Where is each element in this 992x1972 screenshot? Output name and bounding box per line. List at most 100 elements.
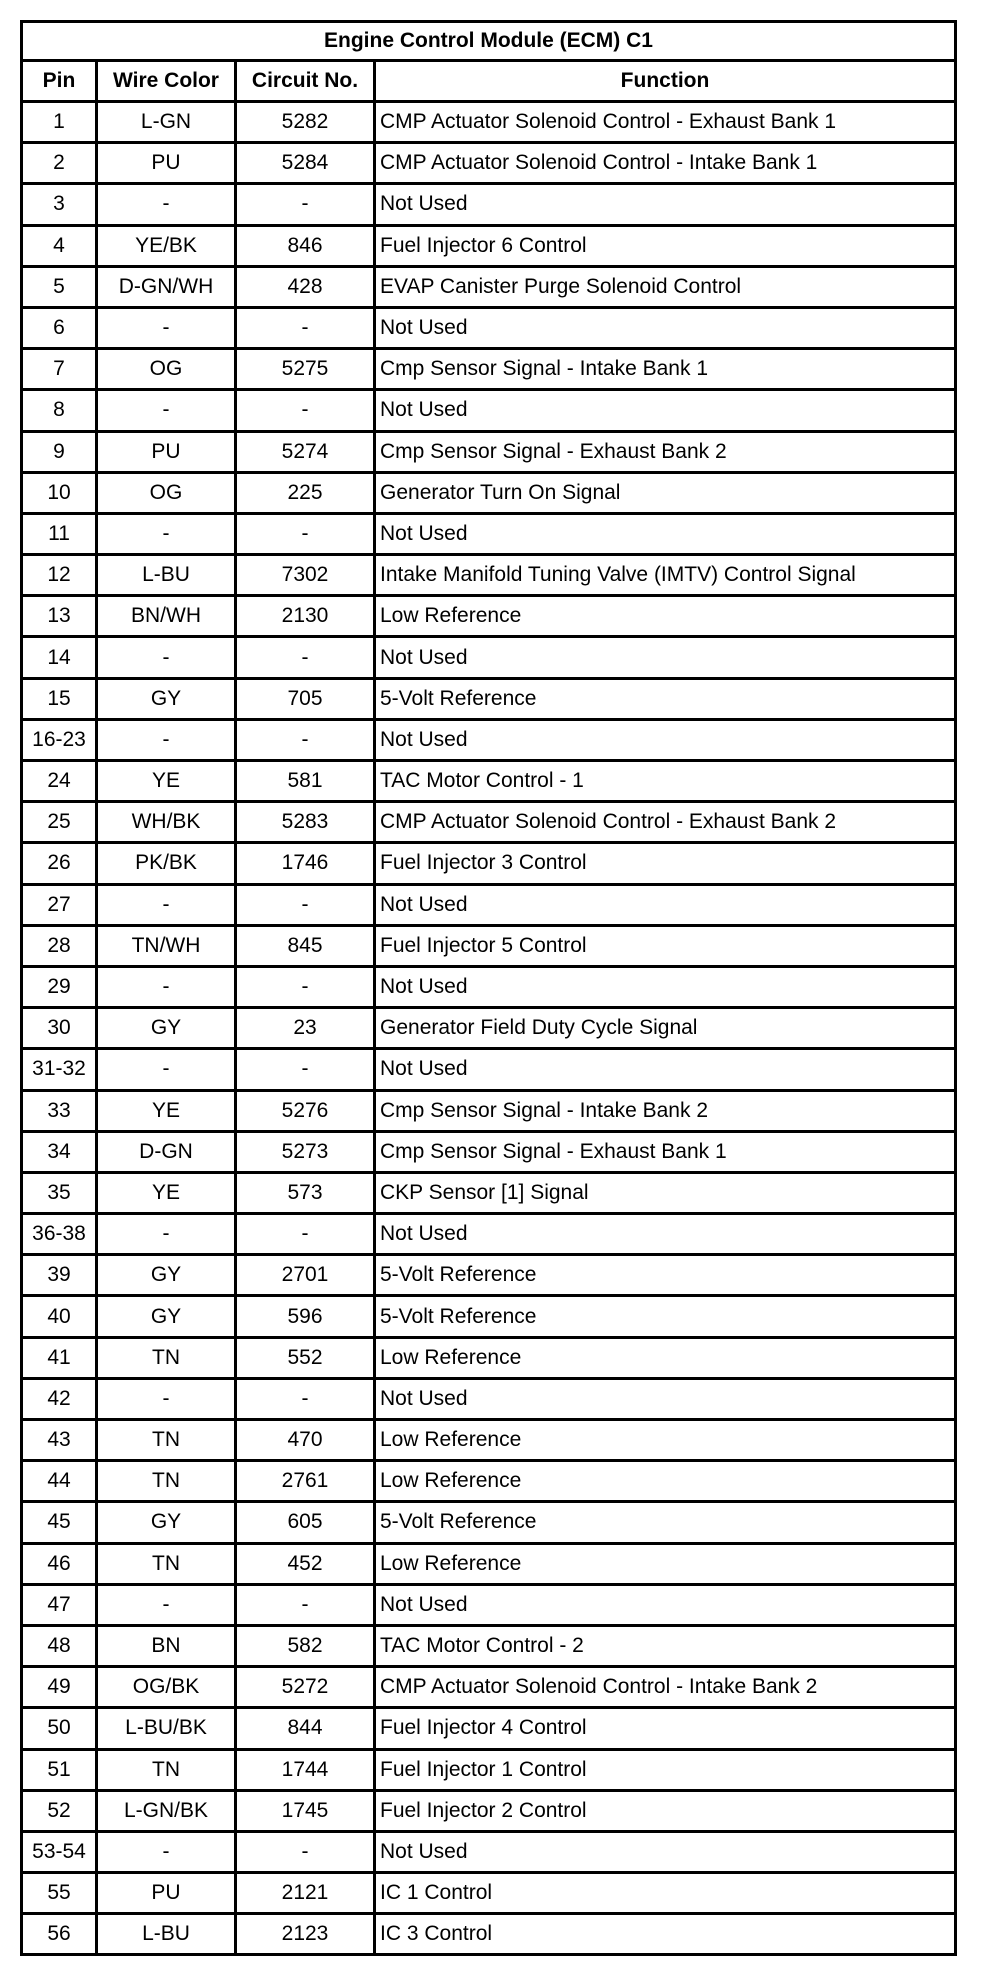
table-row: 56 L-BU 2123 IC 3 Control (20, 1912, 957, 1957)
pin-cell: 44 (20, 1459, 98, 1504)
table-row: 1 L-GN 5282 CMP Actuator Solenoid Control -… (20, 99, 957, 145)
function-cell: Intake Manifold Tuning Valve (IMTV) Cont… (373, 553, 957, 598)
table-row: 49 OG/BK 5272 CMP Actuator Solenoid Control… (20, 1665, 957, 1710)
table-row: 46 TN 452 Low Reference (20, 1541, 957, 1586)
wire-color-cell: GY (95, 1006, 237, 1051)
pin-cell: 2 (20, 141, 98, 186)
function-cell: Fuel Injector 4 Control (373, 1706, 957, 1751)
pin-cell: 6 (20, 305, 98, 351)
circuit-cell: 5282 (234, 99, 376, 145)
wire-color-cell: L-GN/BK (95, 1788, 237, 1833)
circuit-cell: 552 (234, 1335, 376, 1380)
function-cell: Not Used (373, 1212, 957, 1257)
pin-cell: 16-23 (20, 717, 98, 763)
pin-cell: 28 (20, 923, 98, 968)
wire-color-cell: L-BU (95, 1912, 237, 1957)
function-cell: 5-Volt Reference (373, 1253, 957, 1298)
wire-color-cell: PU (95, 1871, 237, 1916)
circuit-cell: 582 (234, 1623, 376, 1669)
pin-cell: 39 (20, 1253, 98, 1298)
pin-cell: 45 (20, 1500, 98, 1545)
function-cell: Low Reference (373, 1459, 957, 1504)
pin-cell: 7 (20, 347, 98, 392)
wire-color-cell: BN (95, 1623, 237, 1669)
circuit-cell: 596 (234, 1294, 376, 1339)
circuit-cell: 581 (234, 758, 376, 804)
table-row: 16-23- - Not Used (20, 717, 957, 763)
wire-color-cell: YE (95, 758, 237, 804)
wire-color-cell: L-GN (95, 99, 237, 145)
pin-cell: 30 (20, 1006, 98, 1051)
pin-cell: 42 (20, 1376, 98, 1422)
function-cell: Not Used (373, 1582, 957, 1627)
table-row: 8- - Not Used (20, 388, 957, 433)
wire-color-cell: D-GN (95, 1129, 237, 1174)
function-cell: Not Used (373, 388, 957, 433)
table-row: 13 BN/WH 2130 Low Reference (20, 594, 957, 639)
wire-color-cell: TN (95, 1417, 237, 1463)
circuit-cell: 2130 (234, 594, 376, 639)
wire-color-cell: - (95, 1047, 237, 1092)
table-row: 51 TN 1744 Fuel Injector 1 Control (20, 1747, 957, 1792)
header-pin: Pin (20, 59, 98, 103)
table-row: 10 OG 225 Generator Turn On Signal (20, 470, 957, 515)
function-cell: Not Used (373, 717, 957, 763)
circuit-cell: 5273 (234, 1129, 376, 1174)
circuit-cell: 5283 (234, 800, 376, 845)
circuit-cell: 470 (234, 1417, 376, 1463)
table-row: 40 GY 596 5-Volt Reference (20, 1294, 957, 1339)
circuit-cell: - (234, 388, 376, 433)
wire-color-cell: GY (95, 676, 237, 721)
circuit-cell: - (234, 1212, 376, 1257)
pin-cell: 13 (20, 594, 98, 639)
ecm-c1-pinout-table: Engine Control Module (ECM) C1 Pin Wire … (20, 20, 957, 1957)
function-cell: Low Reference (373, 1417, 957, 1463)
function-cell: Not Used (373, 964, 957, 1010)
circuit-cell: - (234, 1582, 376, 1627)
function-cell: 5-Volt Reference (373, 1500, 957, 1545)
pin-cell: 8 (20, 388, 98, 433)
table-row: 26 PK/BK 1746 Fuel Injector 3 Control (20, 841, 957, 886)
pin-cell: 56 (20, 1912, 98, 1957)
wire-color-cell: TN (95, 1541, 237, 1586)
header-wire-color: Wire Color (95, 59, 237, 103)
function-cell: Fuel Injector 1 Control (373, 1747, 957, 1792)
circuit-cell: - (234, 1829, 376, 1875)
circuit-cell: - (234, 1047, 376, 1092)
table-row: 34 D-GN 5273 Cmp Sensor Signal - Exhaust Ba… (20, 1129, 957, 1174)
function-cell: IC 3 Control (373, 1912, 957, 1957)
wire-color-cell: TN (95, 1459, 237, 1504)
function-cell: Not Used (373, 1047, 957, 1092)
pin-cell: 36-38 (20, 1212, 98, 1257)
circuit-cell: 1744 (234, 1747, 376, 1792)
table-row: 12 L-BU 7302 Intake Manifold Tuning Valve (… (20, 553, 957, 598)
pin-cell: 41 (20, 1335, 98, 1380)
circuit-cell: 846 (234, 223, 376, 268)
table-row: 39 GY 2701 5-Volt Reference (20, 1253, 957, 1298)
function-cell: EVAP Canister Purge Solenoid Control (373, 264, 957, 309)
table-row: 47- - Not Used (20, 1582, 957, 1627)
header-function: Function (373, 59, 957, 103)
function-cell: Low Reference (373, 1335, 957, 1380)
wire-color-cell: - (95, 182, 237, 227)
wire-color-cell: YE (95, 1088, 237, 1133)
function-cell: Not Used (373, 1376, 957, 1422)
circuit-cell: - (234, 1376, 376, 1422)
pin-cell: 50 (20, 1706, 98, 1751)
function-cell: CMP Actuator Solenoid Control - Exhaust … (373, 800, 957, 845)
circuit-cell: - (234, 882, 376, 927)
wire-color-cell: GY (95, 1500, 237, 1545)
table-title: Engine Control Module (ECM) C1 (20, 20, 957, 62)
table-row: 29- - Not Used (20, 964, 957, 1010)
wire-color-cell: - (95, 1212, 237, 1257)
function-cell: 5-Volt Reference (373, 676, 957, 721)
pin-cell: 35 (20, 1170, 98, 1216)
circuit-cell: - (234, 964, 376, 1010)
circuit-cell: 573 (234, 1170, 376, 1216)
function-cell: Generator Turn On Signal (373, 470, 957, 515)
table-row: 33 YE 5276 Cmp Sensor Signal - Intake Bank … (20, 1088, 957, 1133)
circuit-cell: 2701 (234, 1253, 376, 1298)
function-cell: Low Reference (373, 594, 957, 639)
wire-color-cell: GY (95, 1294, 237, 1339)
pin-cell: 48 (20, 1623, 98, 1669)
